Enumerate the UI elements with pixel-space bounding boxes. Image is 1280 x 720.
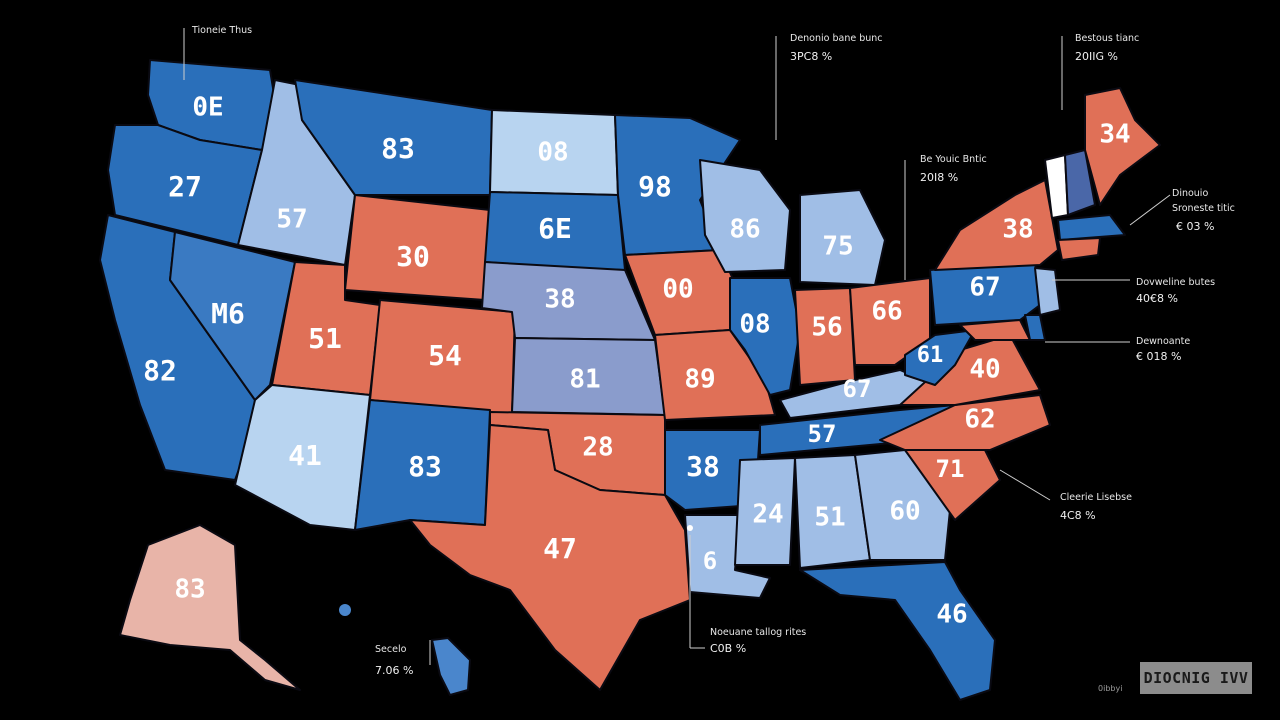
svg-text:Sroneste titic: Sroneste titic — [1172, 203, 1235, 214]
label-or: 27 — [168, 170, 202, 203]
label-ks: 81 — [569, 365, 600, 395]
callout-9: Noeuane tallog rites C0B % — [687, 525, 806, 655]
state-connecticut[interactable] — [1057, 237, 1101, 261]
label-al: 51 — [814, 503, 845, 533]
label-ny: 38 — [1002, 215, 1033, 245]
svg-text:Dewnoante: Dewnoante — [1136, 336, 1190, 347]
state-new-hampshire[interactable] — [1064, 149, 1096, 216]
label-ga: 60 — [889, 497, 920, 527]
state-new-jersey[interactable] — [1034, 267, 1061, 316]
callout-5: Dinouio Sroneste titic € 03 % — [1129, 188, 1235, 233]
state-arizona[interactable] — [234, 384, 371, 531]
label-wy: 30 — [396, 240, 430, 273]
label-la: 6 — [703, 547, 717, 575]
label-sd: 6E — [538, 212, 572, 245]
label-il: 08 — [739, 310, 770, 340]
label-ut: 51 — [308, 322, 342, 355]
svg-text:20IIG %: 20IIG % — [1075, 50, 1118, 63]
state-florida[interactable] — [799, 561, 996, 701]
label-tn: 57 — [808, 420, 837, 448]
label-ca: 82 — [143, 354, 177, 387]
state-maine[interactable] — [1084, 87, 1161, 206]
callout-8: Cleerie Lisebse 4C8 % — [999, 469, 1132, 522]
svg-text:Denonio bane bunc: Denonio bane bunc — [790, 33, 883, 44]
label-ky: 67 — [843, 375, 872, 403]
svg-text:40€8 %: 40€8 % — [1136, 292, 1178, 305]
label-ne: 38 — [544, 285, 575, 315]
label-wv: 61 — [917, 343, 944, 368]
state-illinois[interactable] — [729, 277, 801, 396]
state-missouri[interactable] — [654, 329, 776, 421]
label-ar: 38 — [686, 450, 720, 483]
svg-text:Secelo: Secelo — [375, 644, 407, 655]
corner-badge-subtext: 0ibbyi — [1098, 684, 1123, 693]
label-co: 54 — [428, 339, 462, 372]
state-texas[interactable] — [409, 424, 691, 691]
state-alaska[interactable] — [119, 524, 301, 691]
label-tx: 47 — [543, 532, 577, 565]
label-fl: 46 — [936, 600, 967, 630]
svg-text:C0B %: C0B % — [710, 642, 746, 655]
svg-text:7.06 %: 7.06 % — [375, 664, 413, 677]
callout-4: Be Youic Bntic 20I8 % — [904, 154, 987, 280]
label-wi: 86 — [729, 215, 760, 245]
label-oh: 66 — [871, 297, 902, 327]
callout-3: Bestous tianc 20IIG % — [1061, 33, 1139, 110]
callout-7: Dewnoante € 018 % — [1045, 336, 1190, 363]
callout-2: Denonio bane bunc 3PC8 % — [775, 33, 883, 140]
corner-badge: DIOCNIG IVV — [1140, 662, 1252, 694]
label-mi: 75 — [822, 232, 853, 262]
label-ok: 28 — [582, 433, 613, 463]
svg-text:Be Youic Bntic: Be Youic Bntic — [920, 154, 987, 165]
label-nv: M6 — [211, 297, 245, 330]
label-nd: 08 — [537, 138, 568, 168]
svg-text:€ 03 %: € 03 % — [1176, 220, 1214, 233]
svg-text:Dovweline butes: Dovweline butes — [1136, 277, 1215, 288]
svg-text:Noeuane tallog rites: Noeuane tallog rites — [710, 627, 806, 638]
label-az: 41 — [288, 439, 322, 472]
label-ia: 00 — [662, 275, 693, 305]
label-in: 56 — [811, 313, 842, 343]
label-ak: 83 — [174, 575, 205, 605]
state-arkansas[interactable] — [664, 429, 761, 511]
state-delaware[interactable] — [1024, 314, 1046, 341]
label-sc: 71 — [936, 455, 965, 483]
callout-10: Secelo 7.06 % — [375, 640, 431, 677]
svg-text:3PC8 %: 3PC8 % — [790, 50, 832, 63]
label-mn: 98 — [638, 170, 672, 203]
state-mississippi[interactable] — [734, 457, 796, 566]
state-massachusetts[interactable] — [1057, 214, 1126, 241]
svg-text:Bestous tianc: Bestous tianc — [1075, 33, 1139, 44]
callout-6: Dovweline butes 40€8 % — [1052, 277, 1215, 305]
label-nm: 83 — [408, 450, 442, 483]
svg-text:20I8 %: 20I8 % — [920, 171, 958, 184]
svg-text:Tioneie Thus: Tioneie Thus — [191, 25, 252, 36]
label-id: 57 — [276, 205, 307, 235]
label-me: 34 — [1099, 120, 1130, 150]
label-mt: 83 — [381, 132, 415, 165]
svg-text:Dinouio: Dinouio — [1172, 188, 1208, 199]
state-montana[interactable] — [294, 79, 493, 196]
label-nc: 62 — [964, 405, 995, 435]
state-georgia[interactable] — [854, 449, 951, 561]
hawaii-island — [339, 604, 351, 616]
state-wisconsin[interactable] — [699, 159, 791, 273]
state-michigan[interactable] — [799, 189, 886, 286]
svg-text:4C8 %: 4C8 % — [1060, 509, 1096, 522]
label-wa: 0E — [192, 93, 223, 123]
label-pa: 67 — [969, 273, 1000, 303]
state-west-virginia[interactable] — [904, 329, 976, 386]
state-new-york[interactable] — [934, 179, 1059, 271]
svg-text:Cleerie Lisebse: Cleerie Lisebse — [1060, 492, 1132, 503]
svg-text:€ 018 %: € 018 % — [1136, 350, 1181, 363]
label-va: 40 — [969, 355, 1000, 385]
state-hawaii[interactable] — [431, 637, 471, 696]
label-mo: 89 — [684, 365, 715, 395]
callout-1: Tioneie Thus — [183, 25, 252, 80]
label-ms: 24 — [752, 500, 783, 530]
